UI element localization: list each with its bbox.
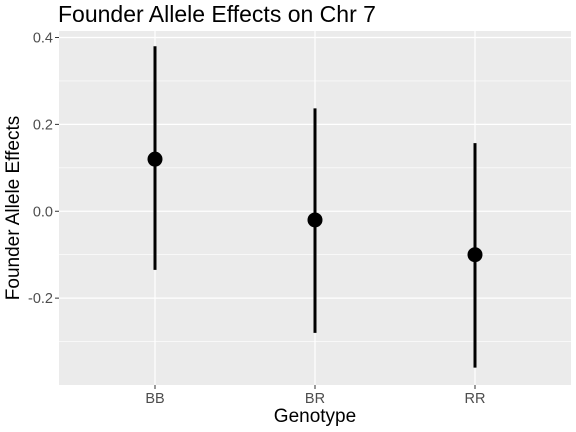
point-bb [147, 151, 163, 167]
point-rr [467, 247, 483, 263]
chart-title: Founder Allele Effects on Chr 7 [58, 1, 376, 27]
x-tick-label: BR [305, 391, 325, 407]
y-tick-label: 0.0 [33, 204, 53, 220]
x-axis-ticks: BB BR RR [145, 385, 485, 407]
y-axis-title: Founder Allele Effects [3, 116, 24, 300]
y-tick-label: 0.4 [33, 31, 53, 47]
x-tick-label: RR [465, 391, 486, 407]
x-axis-title: Genotype [274, 406, 356, 427]
x-tick-label: BB [145, 391, 164, 407]
data-marks [147, 46, 483, 368]
y-tick-label: 0.2 [33, 117, 53, 133]
y-axis-ticks: 0.4 0.2 0.0 -0.2 [28, 31, 59, 307]
point-br [307, 212, 323, 228]
y-tick-label: -0.2 [28, 291, 53, 307]
